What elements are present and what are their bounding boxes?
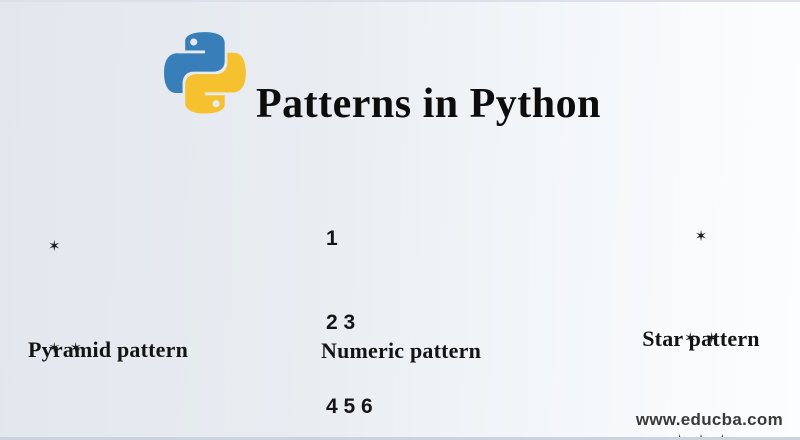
pattern-row: 4 5 6 bbox=[326, 395, 373, 418]
numeric-pattern-label: Numeric pattern bbox=[321, 338, 482, 363]
page-title: Patterns in Python bbox=[256, 81, 601, 128]
bottom-edge-line bbox=[0, 437, 800, 440]
pyramid-pattern-label: Pyramid pattern bbox=[28, 337, 189, 362]
pattern-row: ✶ ✶ bbox=[684, 329, 718, 347]
python-logo-yellow-snake bbox=[185, 52, 246, 114]
python-logo-blue-snake bbox=[164, 32, 225, 93]
pattern-row: ✶ bbox=[48, 237, 61, 255]
website-watermark: www.educba.com bbox=[635, 410, 783, 429]
pattern-row: ✶ bbox=[694, 227, 708, 245]
python-logo-icon bbox=[164, 32, 246, 114]
star-pattern-label: Star pattern bbox=[642, 326, 760, 351]
pattern-row: ✶ ✶ ✶ bbox=[673, 431, 729, 440]
pattern-row: 2 3 bbox=[326, 311, 355, 334]
pattern-row: 1 bbox=[326, 227, 338, 250]
pyramid-pattern-block: ✶ ✶ ✶ ✶ ✶ ✶ ✶ ✶ ✶ ✶ ✶ ✶ ✶ ✶ ✶ ✶ bbox=[48, 161, 167, 440]
pattern-row: ✶ ✶ bbox=[48, 339, 82, 357]
top-edge-line bbox=[0, 0, 800, 2]
star-pattern-block: ✶ ✶ ✶ ✶ ✶ ✶ ✶ ✶ ✶ ✶ ✶ ✶ ✶ ✶ ✶ bbox=[606, 151, 796, 440]
numeric-pattern-block: 1 2 3 4 5 6 7 8 9 10 11 12 13 14 15 bbox=[326, 169, 462, 440]
